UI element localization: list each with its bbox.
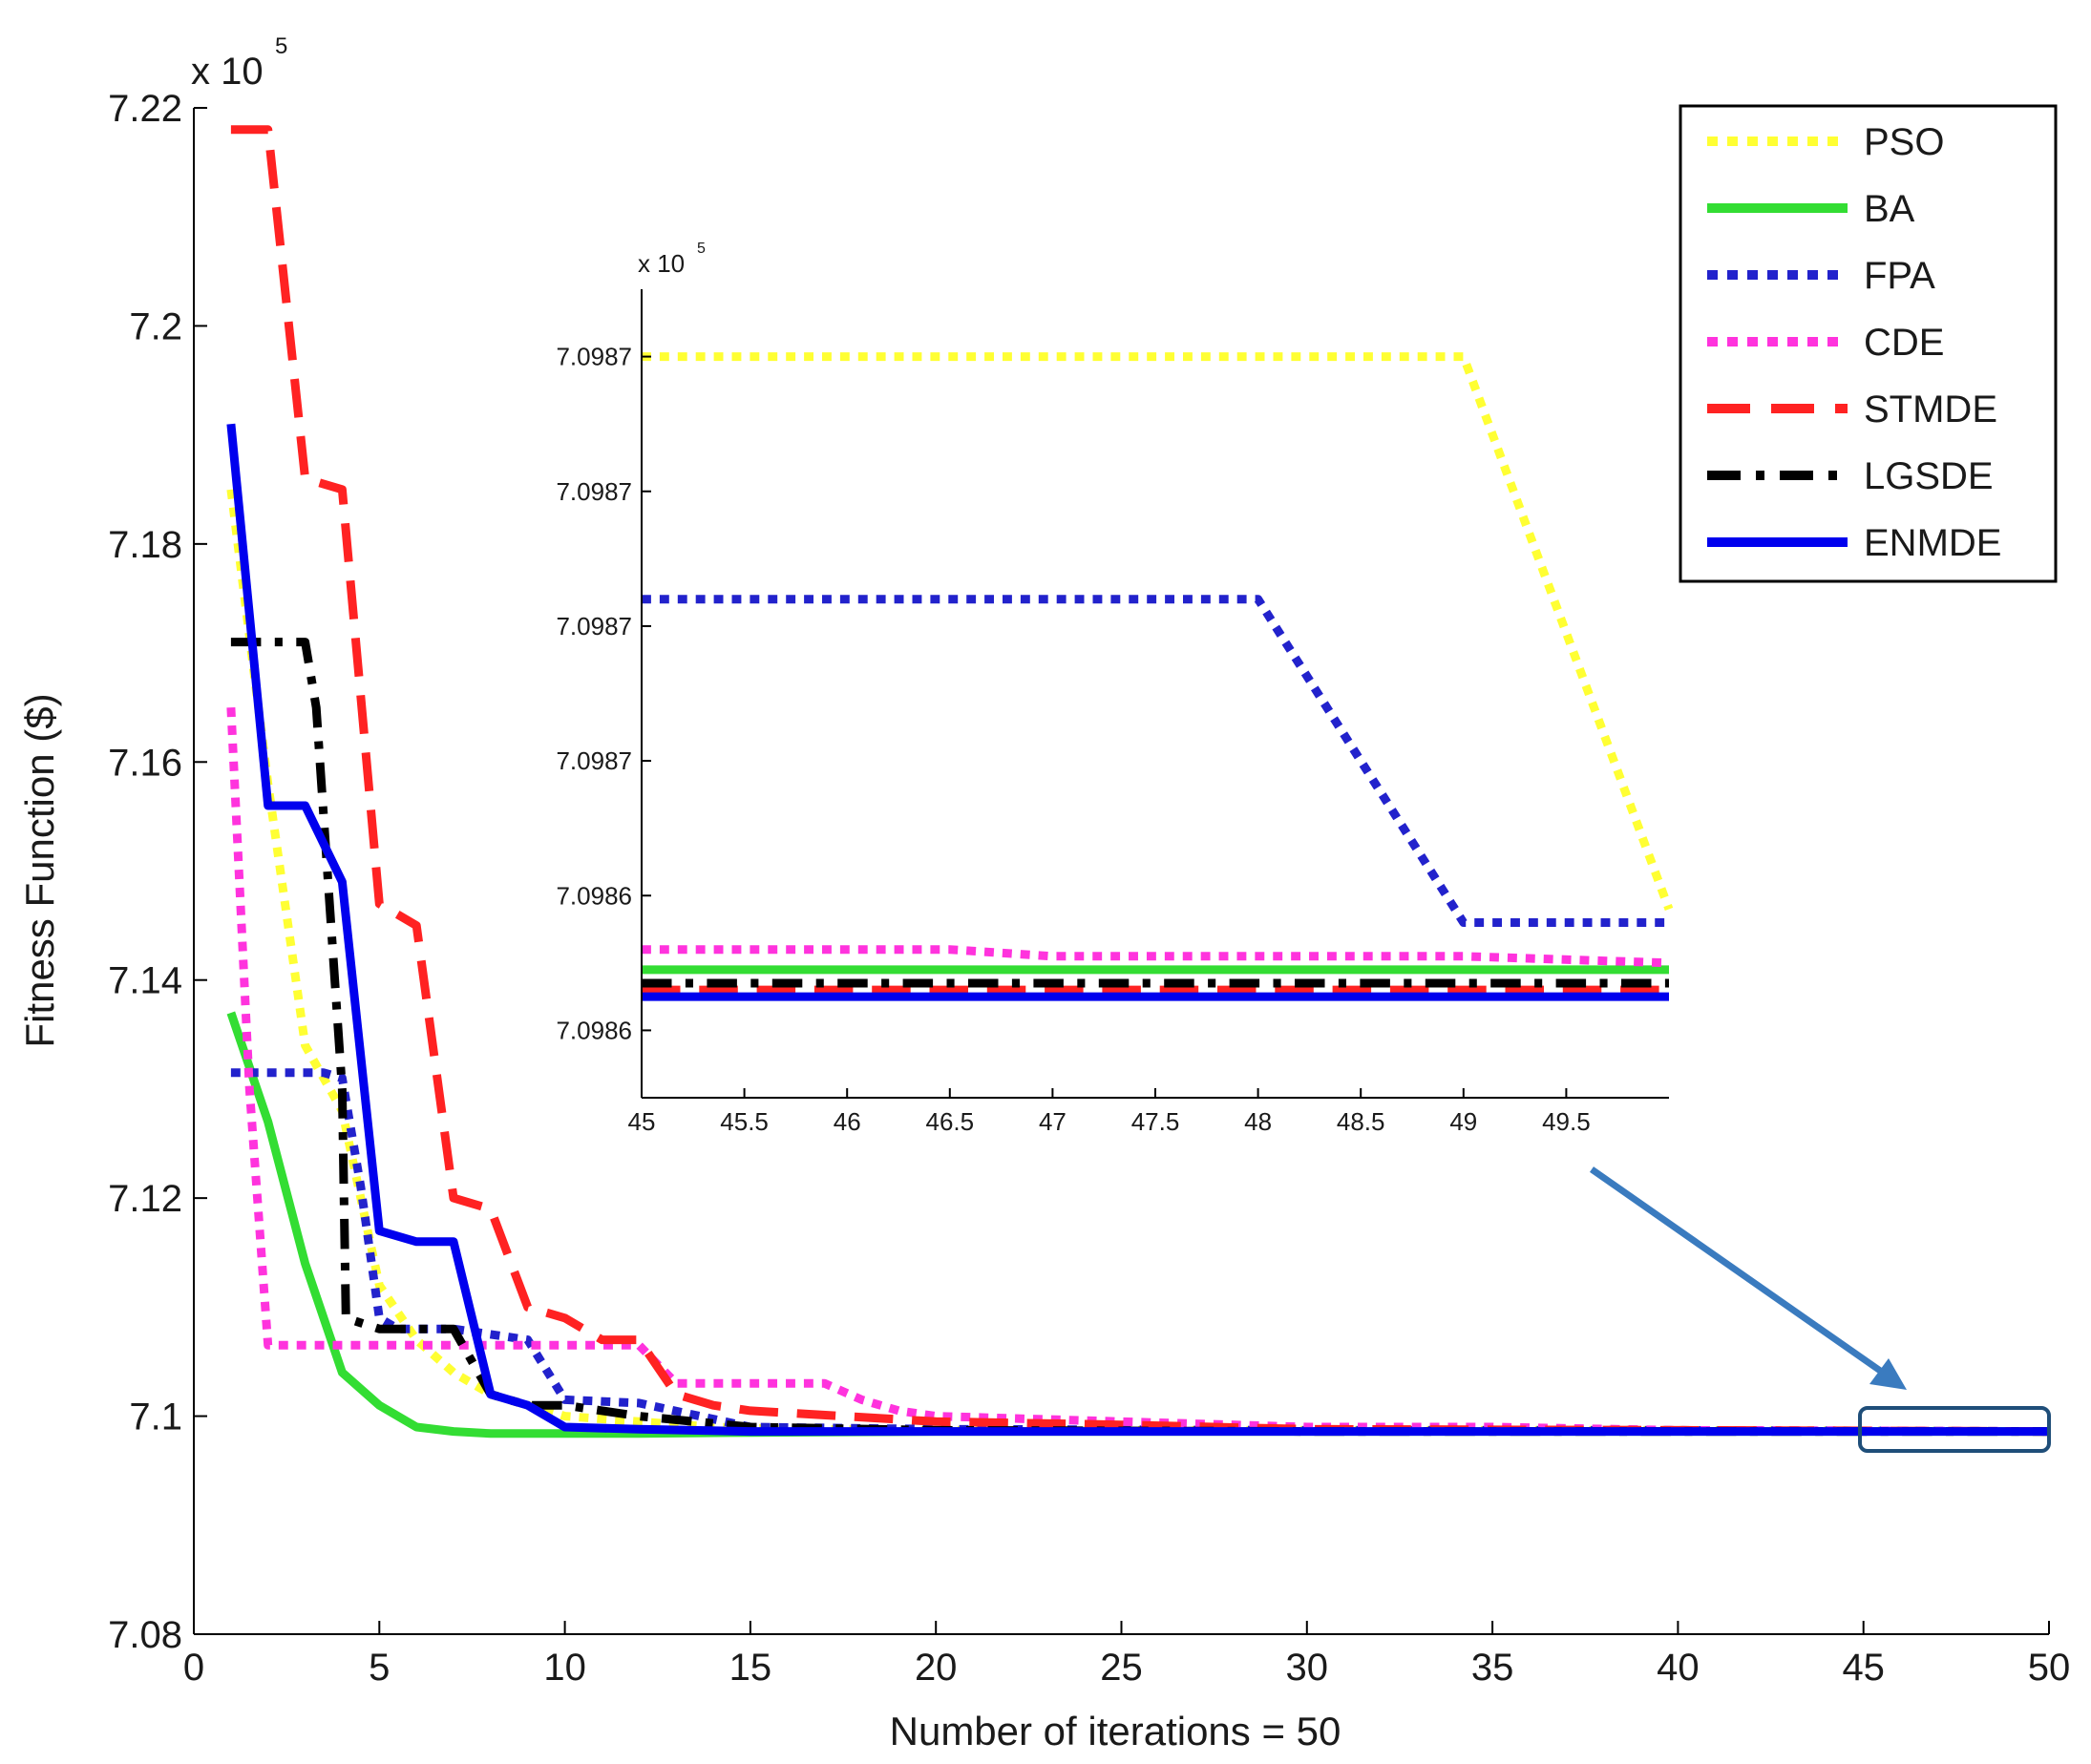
- zoom-highlight-box: [1858, 1406, 2051, 1453]
- legend: PSO BA FPA CDE STMDE LGSDE ENMDE: [1679, 104, 2058, 583]
- main-xtick-label: 35: [1471, 1647, 1514, 1689]
- main-series-enmde: [226, 423, 2049, 1437]
- main-ytick-label: 7.1: [129, 1396, 182, 1438]
- inset-y-multiplier: x 10: [638, 249, 685, 278]
- main-xtick-label: 5: [369, 1647, 390, 1689]
- inset-ytick-label: 7.0987: [556, 477, 632, 506]
- main-series-fpa: [230, 1068, 2050, 1437]
- inset-xtick-label: 46: [834, 1107, 861, 1136]
- main-y-multiplier-exp: 5: [275, 33, 287, 59]
- main-xtick-label: 20: [915, 1647, 958, 1689]
- main-xtick-label: 30: [1286, 1647, 1329, 1689]
- main-ytick-label: 7.16: [108, 742, 182, 784]
- inset-xtick-label: 46.5: [925, 1107, 974, 1136]
- callout: [1589, 1166, 2051, 1453]
- main-xtick-label: 45: [1842, 1647, 1885, 1689]
- legend-label-cde: CDE: [1864, 322, 1944, 364]
- inset-xtick-label: 47: [1039, 1107, 1067, 1136]
- inset-background: [642, 286, 1669, 1098]
- main-xtick-label: 0: [183, 1647, 204, 1689]
- inset-series-group: [642, 352, 1674, 1001]
- main-xtick-label: 50: [2028, 1647, 2071, 1689]
- main-plot: 0 5 10 15 20 25 30 35 40 45 50 7.08 7.1 7.12 7.14 7.16 7…: [17, 33, 2070, 1754]
- main-x-label: Number of iterations = 50: [890, 1709, 1341, 1754]
- inset-series-pso: [642, 352, 1674, 911]
- main-xtick-label: 40: [1657, 1647, 1700, 1689]
- legend-box: [1679, 104, 2058, 583]
- inset-ytick-label: 7.0986: [556, 1017, 632, 1045]
- legend-label-pso: PSO: [1864, 121, 1944, 163]
- zoom-arrowhead: [1869, 1358, 1907, 1390]
- inset-ytick-label: 7.0987: [556, 612, 632, 640]
- inset-xtick-label: 49.5: [1542, 1107, 1591, 1136]
- inset-ytick-label: 7.0987: [556, 343, 632, 371]
- legend-label-lgsde: LGSDE: [1864, 455, 1994, 497]
- legend-label-stmde: STMDE: [1864, 388, 1997, 430]
- main-ticks: 0 5 10 15 20 25 30 35 40 45 50 7.08 7.1 7.12 7.14 7.16 7…: [108, 88, 2070, 1689]
- legend-items: PSO BA FPA CDE STMDE LGSDE ENMDE: [1707, 121, 2001, 564]
- inset-ytick-label: 7.0987: [556, 746, 632, 775]
- inset-ticks: 45 45.5 46 46.5 47 47.5 48 48.5 49 49.5 7.0986 7.09…: [556, 343, 1590, 1136]
- inset-xtick-label: 45: [628, 1107, 656, 1136]
- zoom-arrow: [1589, 1166, 1889, 1377]
- main-ytick-label: 7.12: [108, 1178, 182, 1220]
- legend-label-ba: BA: [1864, 188, 1915, 230]
- main-ytick-label: 7.08: [108, 1614, 182, 1656]
- main-y-multiplier: x 10: [191, 51, 264, 93]
- main-ytick-label: 7.2: [129, 305, 182, 347]
- inset-xtick-label: 47.5: [1131, 1107, 1180, 1136]
- legend-label-enmde: ENMDE: [1864, 522, 2001, 564]
- inset-series-fpa: [642, 595, 1669, 927]
- main-ytick-label: 7.22: [108, 88, 182, 130]
- main-xtick-label: 25: [1100, 1647, 1143, 1689]
- inset-ytick-label: 7.0986: [556, 881, 632, 910]
- main-xtick-label: 10: [543, 1647, 586, 1689]
- inset-xtick-label: 48: [1244, 1107, 1272, 1136]
- inset-plot: 45 45.5 46 46.5 47 47.5 48 48.5 49 49.5 7.0986 7.09…: [556, 241, 1674, 1136]
- main-ytick-label: 7.18: [108, 524, 182, 566]
- legend-label-fpa: FPA: [1864, 255, 1935, 297]
- inset-xtick-label: 49: [1449, 1107, 1477, 1136]
- inset-series-cde: [642, 945, 1670, 968]
- inset-xtick-label: 45.5: [720, 1107, 769, 1136]
- main-y-label: Fitness Function ($): [17, 693, 62, 1047]
- main-xtick-label: 15: [729, 1647, 772, 1689]
- inset-xtick-label: 48.5: [1337, 1107, 1385, 1136]
- main-ytick-label: 7.14: [108, 960, 182, 1002]
- main-series-stmde: [230, 125, 2050, 1437]
- main-series-group: [226, 125, 2050, 1438]
- inset-y-multiplier-exp: 5: [697, 241, 706, 257]
